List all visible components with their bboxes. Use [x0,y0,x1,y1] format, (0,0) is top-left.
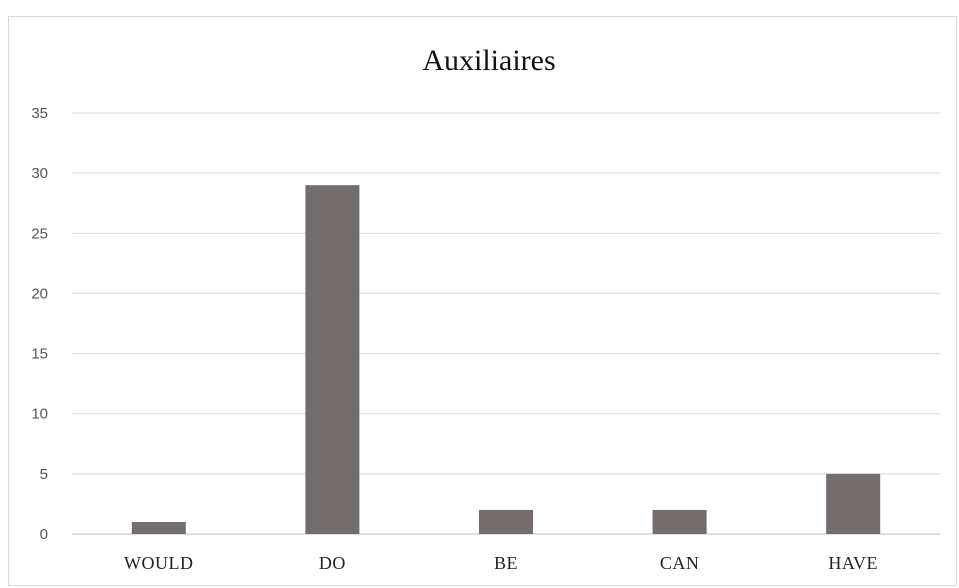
y-tick-label: 0 [40,526,48,543]
bar-be [479,509,533,534]
x-tick-label: DO [319,553,346,573]
x-tick-label: HAVE [828,553,878,573]
y-tick-label: 15 [31,346,48,363]
y-axis: 0 5 10 15 20 25 30 35 [31,105,48,543]
x-tick-label: CAN [660,553,700,573]
x-tick-label: WOULD [124,553,193,573]
chart-title: Auxiliaires [422,44,555,77]
y-tick-label: 10 [31,406,48,423]
x-tick-label: BE [494,553,518,573]
x-axis: WOULD DO BE CAN HAVE [124,553,878,573]
bar-would [131,521,186,534]
bars-layer [131,185,881,534]
bar-have [826,473,881,534]
grid-layer [72,112,940,535]
bar-can [652,509,707,534]
y-tick-label: 35 [31,105,48,122]
chart-frame [8,16,957,586]
y-tick-label: 25 [31,225,48,242]
y-tick-label: 20 [31,285,48,302]
y-tick-label: 30 [31,165,48,182]
bar-do [305,185,360,534]
y-tick-label: 5 [40,466,48,483]
